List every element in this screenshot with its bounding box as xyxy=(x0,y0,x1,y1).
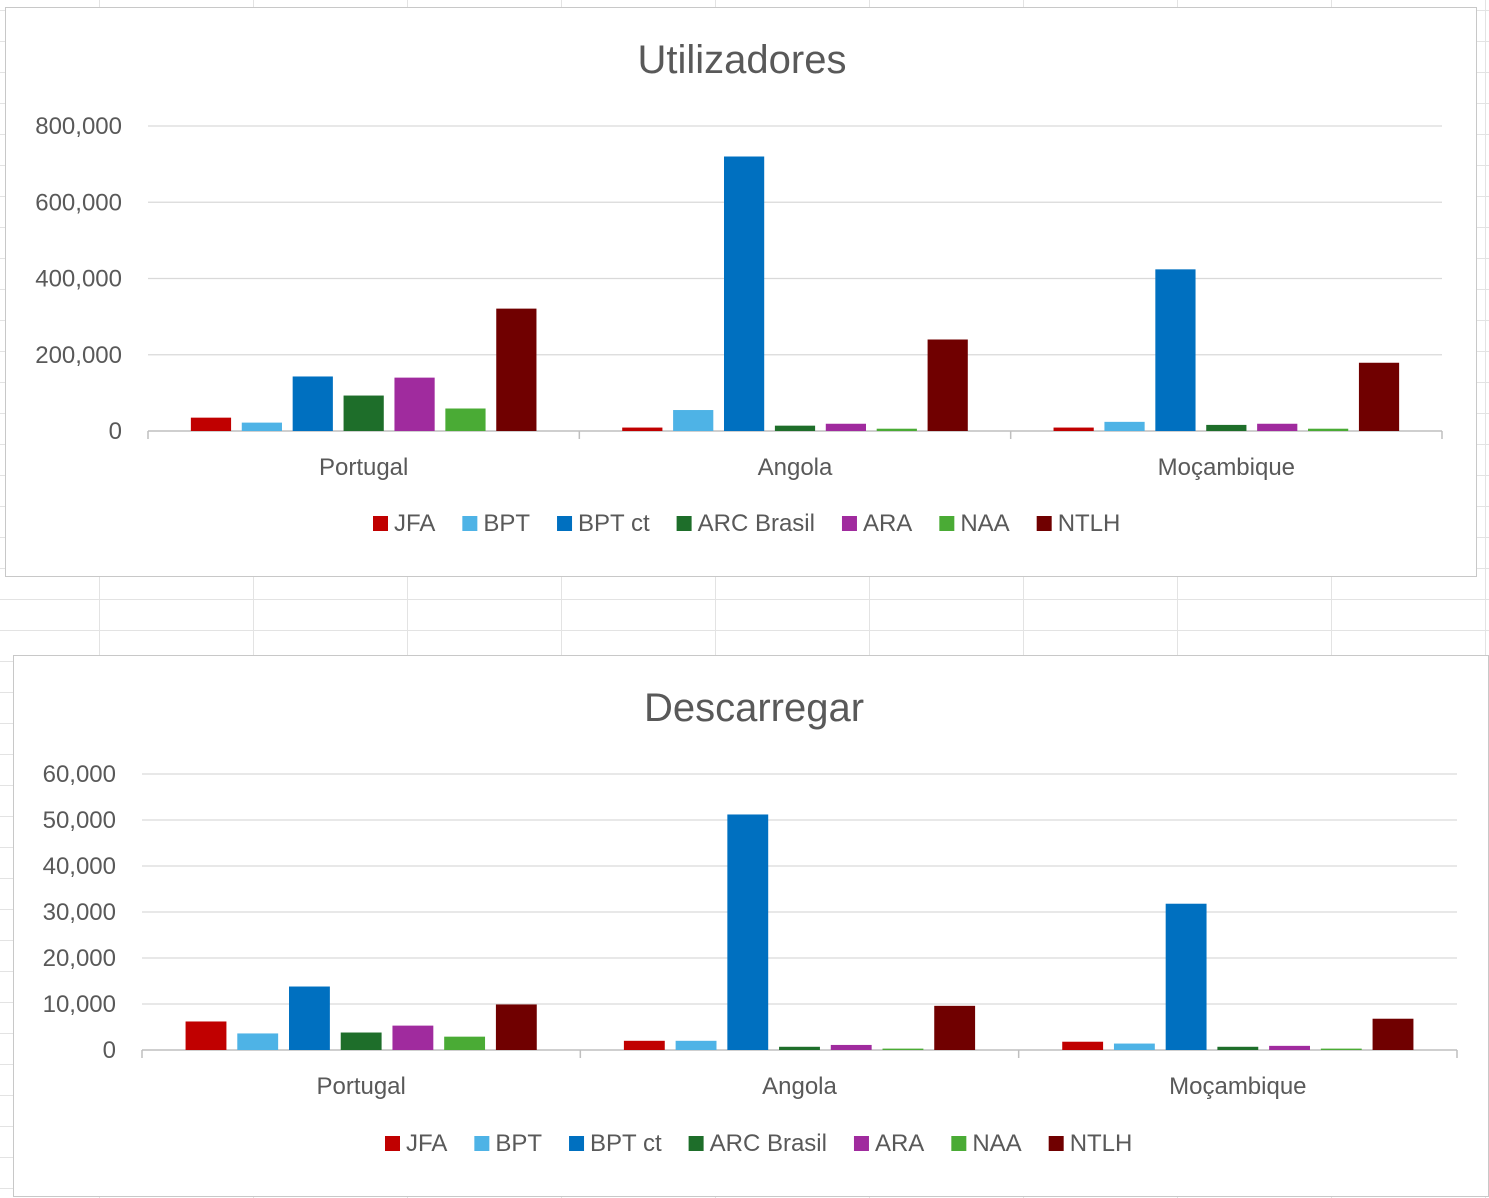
category-label: Moçambique xyxy=(1169,1073,1306,1100)
legend-label: ARC Brasil xyxy=(698,510,815,537)
bar[interactable] xyxy=(1062,1041,1104,1050)
bar[interactable] xyxy=(622,427,663,431)
bar[interactable] xyxy=(675,1040,717,1050)
chart-utilizadores[interactable]: Utilizadores 0 200,000 400,000 600,000 800,0… xyxy=(5,7,1477,577)
category-label: Moçambique xyxy=(1158,454,1295,481)
bar[interactable] xyxy=(673,410,714,431)
legend-swatch xyxy=(569,1136,585,1151)
y-tick-label: 0 xyxy=(103,1037,116,1064)
chart-title: Descarregar xyxy=(644,686,864,730)
legend-label: JFA xyxy=(394,510,435,537)
legend-label: ARA xyxy=(875,1130,924,1157)
bar[interactable] xyxy=(241,422,282,431)
bar[interactable] xyxy=(774,425,816,431)
bar[interactable] xyxy=(927,339,968,432)
bar[interactable] xyxy=(1269,1045,1310,1050)
bar[interactable] xyxy=(727,814,769,1050)
bar[interactable] xyxy=(934,1005,976,1050)
chart-title: Utilizadores xyxy=(638,38,847,82)
bar[interactable] xyxy=(830,1044,872,1050)
chart-descarregar-svg: Descarregar 0 10,000 20,000 30,000 40,000 50,… xyxy=(43,686,1458,1157)
legend-swatch xyxy=(474,1136,490,1151)
legend-swatch xyxy=(939,516,955,531)
category-label: Portugal xyxy=(319,454,408,481)
y-tick-label: 50,000 xyxy=(43,807,116,834)
bar[interactable] xyxy=(1165,903,1207,1050)
bar[interactable] xyxy=(496,308,537,431)
category-label: Portugal xyxy=(316,1073,405,1100)
bar[interactable] xyxy=(1372,1018,1414,1050)
legend-swatch xyxy=(841,516,857,531)
legend-label: BPT xyxy=(495,1130,542,1157)
y-tick-label: 10,000 xyxy=(43,991,116,1018)
bar[interactable] xyxy=(1358,362,1400,431)
bar[interactable] xyxy=(876,428,917,431)
bar[interactable] xyxy=(289,986,330,1050)
bar[interactable] xyxy=(1053,427,1094,431)
bar[interactable] xyxy=(444,1036,486,1050)
y-tick-label: 20,000 xyxy=(43,945,116,972)
bar[interactable] xyxy=(882,1048,924,1050)
bar[interactable] xyxy=(779,1046,820,1050)
legend-swatch xyxy=(688,1136,704,1151)
y-tick-label: 0 xyxy=(109,418,122,445)
legend-label: BPT ct xyxy=(590,1130,662,1157)
bar[interactable] xyxy=(394,377,435,431)
bar[interactable] xyxy=(343,395,384,431)
bar[interactable] xyxy=(825,423,867,431)
bar[interactable] xyxy=(392,1025,434,1050)
legend-swatch xyxy=(676,516,692,531)
bar[interactable] xyxy=(1320,1048,1362,1050)
bar[interactable] xyxy=(1206,424,1247,431)
bar[interactable] xyxy=(1113,1043,1155,1050)
bar[interactable] xyxy=(1308,428,1349,431)
legend-label: ARA xyxy=(863,510,912,537)
bar[interactable] xyxy=(1104,421,1145,431)
bar[interactable] xyxy=(292,376,333,431)
bar[interactable] xyxy=(340,1032,382,1050)
y-tick-label: 30,000 xyxy=(43,899,116,926)
y-tick-label: 40,000 xyxy=(43,853,116,880)
legend-swatch xyxy=(1036,516,1052,531)
legend-label: JFA xyxy=(406,1130,447,1157)
category-label: Angola xyxy=(758,454,833,481)
bar[interactable] xyxy=(190,417,232,431)
y-tick-label: 60,000 xyxy=(43,761,116,788)
legend-swatch xyxy=(557,516,573,531)
chart-utilizadores-svg: Utilizadores 0 200,000 400,000 600,000 800,0… xyxy=(35,38,1443,537)
legend-label: NTLH xyxy=(1070,1130,1133,1157)
y-tick-label: 200,000 xyxy=(35,342,122,369)
bar[interactable] xyxy=(185,1021,227,1050)
bar[interactable] xyxy=(723,156,765,432)
bar[interactable] xyxy=(1217,1046,1259,1050)
y-tick-label: 600,000 xyxy=(35,189,122,216)
legend-label: BPT ct xyxy=(578,510,650,537)
chart-descarregar[interactable]: Descarregar 0 10,000 20,000 30,000 40,000 50,… xyxy=(13,655,1489,1197)
bar[interactable] xyxy=(1155,269,1196,431)
legend-swatch xyxy=(385,1136,400,1151)
legend-label: BPT xyxy=(483,510,530,537)
bar[interactable] xyxy=(623,1040,665,1050)
legend-swatch xyxy=(373,516,388,531)
legend-label: NAA xyxy=(960,510,1009,537)
category-label: Angola xyxy=(762,1073,837,1100)
legend-swatch xyxy=(853,1136,869,1151)
bar[interactable] xyxy=(495,1004,537,1050)
legend-swatch xyxy=(951,1136,967,1151)
legend-swatch xyxy=(462,516,478,531)
legend-label: ARC Brasil xyxy=(710,1130,827,1157)
y-tick-label: 400,000 xyxy=(35,266,122,293)
bar[interactable] xyxy=(237,1033,279,1050)
legend-label: NTLH xyxy=(1058,510,1121,537)
legend-label: NAA xyxy=(972,1130,1021,1157)
y-tick-label: 800,000 xyxy=(35,113,122,140)
legend-swatch xyxy=(1048,1136,1064,1151)
bar[interactable] xyxy=(445,408,486,431)
bar[interactable] xyxy=(1257,423,1298,431)
